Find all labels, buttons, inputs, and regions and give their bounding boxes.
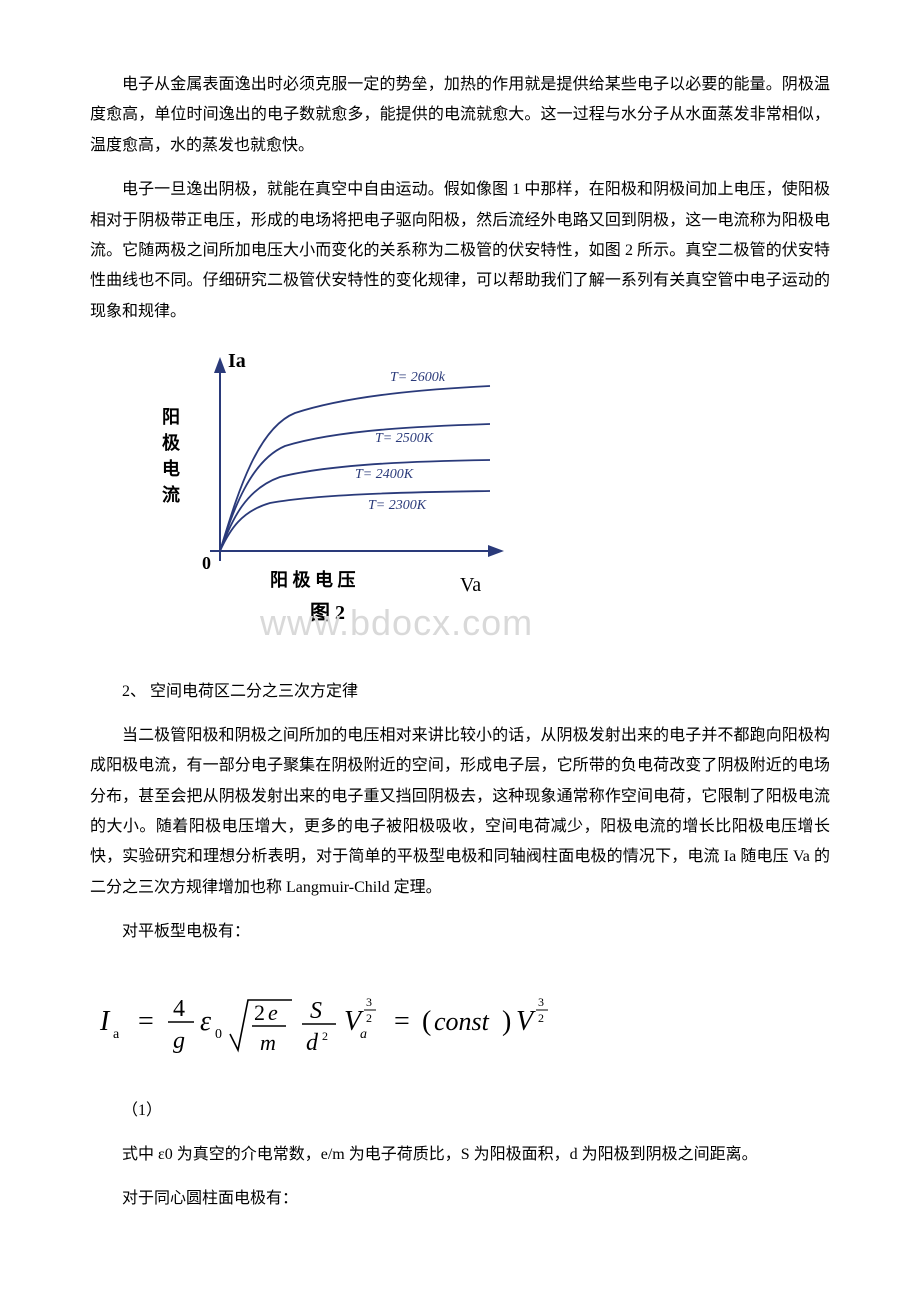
- svg-text:a: a: [113, 1027, 120, 1042]
- svg-text:0: 0: [202, 553, 211, 573]
- svg-text:const: const: [434, 1007, 490, 1036]
- svg-text:T= 2400K: T= 2400K: [355, 467, 414, 482]
- svg-text:2: 2: [538, 1011, 544, 1025]
- paragraph-3: 当二极管阳极和阴极之间所加的电压相对来讲比较小的话，从阴极发射出来的电子并不都跑…: [90, 721, 830, 903]
- svg-text:Ia: Ia: [228, 351, 246, 372]
- svg-text:4: 4: [173, 996, 185, 1022]
- paragraph-1: 电子从金属表面逸出时必须克服一定的势垒，加热的作用就是提供给某些电子以必要的能量…: [90, 70, 830, 161]
- svg-text:0: 0: [215, 1027, 222, 1042]
- svg-text:e: e: [268, 1000, 278, 1025]
- svg-text:2: 2: [254, 1000, 265, 1025]
- svg-text:图 2: 图 2: [310, 601, 345, 624]
- svg-text:T= 2500K: T= 2500K: [375, 431, 434, 446]
- svg-text:d: d: [306, 1030, 319, 1056]
- paragraph-2: 电子一旦逸出阴极，就能在真空中自由运动。假如像图 1 中那样，在阳极和阴极间加上…: [90, 175, 830, 327]
- section-2-heading: 2、 空间电荷区二分之三次方定律: [90, 677, 830, 707]
- svg-text:3: 3: [366, 995, 372, 1009]
- formula-1-label: （1）: [90, 1096, 830, 1126]
- formula-svg: Ia=4gε02emSd2Va32=(const)V32: [90, 972, 650, 1072]
- svg-text:T= 2300K: T= 2300K: [368, 498, 427, 513]
- svg-text:Va: Va: [460, 574, 481, 596]
- svg-text:2: 2: [322, 1029, 328, 1043]
- svg-text:m: m: [260, 1030, 276, 1055]
- svg-text:3: 3: [538, 995, 544, 1009]
- svg-text:V: V: [516, 1006, 536, 1037]
- svg-text:ε: ε: [200, 1006, 211, 1037]
- paragraph-6: 对于同心圆柱面电极有：: [90, 1184, 830, 1214]
- svg-text:S: S: [310, 998, 322, 1024]
- svg-text:=: =: [394, 1006, 410, 1037]
- svg-text:流: 流: [162, 484, 180, 505]
- figure-2-chart: Ia 0 T= 2600k T= 2500K T= 2400K T= 2300K 阳极电流阳…: [140, 351, 830, 652]
- svg-text:2: 2: [366, 1011, 372, 1025]
- svg-text:a: a: [360, 1027, 367, 1042]
- formula-1: Ia=4gε02emSd2Va32=(const)V32: [90, 972, 830, 1072]
- svg-text:=: =: [138, 1006, 154, 1037]
- svg-text:): ): [502, 1006, 511, 1037]
- paragraph-5: 式中 ε0 为真空的介电常数，e/m 为电子荷质比，S 为阳极面积，d 为阳极到…: [90, 1140, 830, 1170]
- svg-text:电: 电: [162, 458, 180, 479]
- svg-text:g: g: [173, 1028, 185, 1054]
- svg-text:I: I: [99, 1006, 111, 1037]
- paragraph-4: 对平板型电极有：: [90, 917, 830, 947]
- svg-text:极: 极: [162, 433, 181, 453]
- svg-text:(: (: [422, 1006, 431, 1037]
- svg-text:T= 2600k: T= 2600k: [390, 370, 446, 385]
- svg-text:阳 极 电 压: 阳 极 电 压: [270, 569, 356, 590]
- svg-text:阳: 阳: [162, 407, 180, 427]
- chart-svg: Ia 0 T= 2600k T= 2500K T= 2400K T= 2300K 阳极电流阳…: [140, 351, 520, 641]
